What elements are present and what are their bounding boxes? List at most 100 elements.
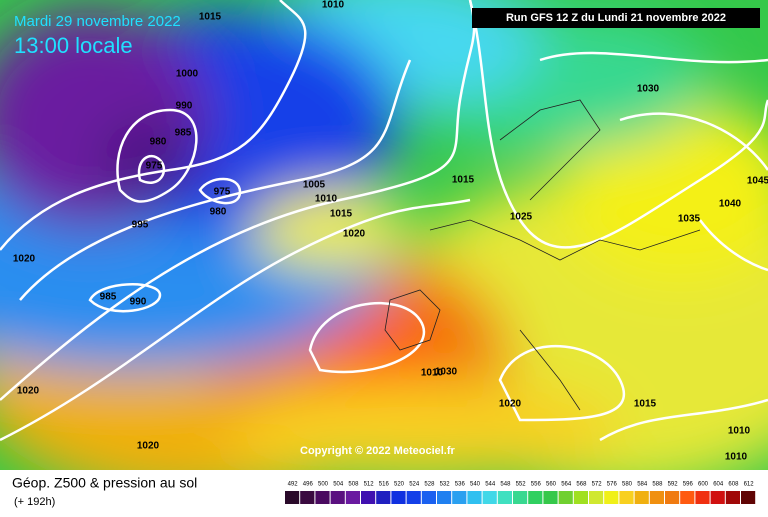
field: [0, 0, 768, 500]
isobar-label: 1020: [343, 229, 366, 240]
colorbar-swatch: [649, 491, 664, 504]
isobar-label: 1020: [17, 386, 40, 397]
colorbar-label: 516: [379, 482, 390, 488]
colorbar-swatch: [361, 491, 376, 504]
isobar-label: 1000: [176, 69, 199, 80]
colorbar-swatch: [421, 491, 436, 504]
isobars: [0, 0, 768, 442]
colorbar-swatch: [437, 491, 452, 504]
colorbar-label: 592: [668, 482, 679, 488]
colorbar-swatch: [665, 491, 680, 504]
isobar-label: 980: [210, 207, 227, 218]
colorbar-label: 540: [470, 482, 481, 488]
coastlines: [384, 99, 701, 411]
isobar-label: 985: [100, 292, 117, 303]
colorbar-swatch: [482, 491, 497, 504]
colorbar-swatch: [315, 491, 330, 504]
colorbar-swatch: [391, 491, 406, 504]
isobar-label: 975: [146, 161, 163, 172]
colorbar-label: 564: [561, 482, 572, 488]
colorbar-label: 500: [318, 482, 329, 488]
isobar-label: 1015: [330, 209, 353, 220]
date: Mardi 29 novembre 2022: [14, 13, 181, 30]
colorbar-swatch: [558, 491, 573, 504]
colorbar-label: 524: [409, 482, 420, 488]
colorbar-label: 588: [652, 482, 663, 488]
isobar-label: 1005: [303, 180, 326, 191]
isobar-label: 1035: [678, 214, 701, 225]
isobar-label: 1025: [510, 212, 533, 223]
colorbar-swatch: [376, 491, 391, 504]
colorbar-label: 532: [440, 482, 451, 488]
colorbar-label: 604: [713, 482, 724, 488]
colorbar-label: 608: [728, 482, 739, 488]
isobar-label: 1030: [435, 367, 458, 378]
isobar-label: 1010: [728, 426, 751, 437]
colorbar-label: 580: [622, 482, 633, 488]
colorbar-swatch: [330, 491, 345, 504]
colorbar-label: 600: [698, 482, 709, 488]
copyright: Copyright © 2022 Meteociel.fr: [300, 445, 456, 457]
colorbar-swatch: [634, 491, 649, 504]
isobar-label: 1045: [747, 176, 768, 187]
colorbar-swatch: [573, 491, 588, 504]
isobar-label: 995: [132, 220, 149, 231]
colorbar-swatch: [406, 491, 421, 504]
colorbar-swatch: [604, 491, 619, 504]
isobar-label: 1010: [315, 194, 338, 205]
colorbar-label: 492: [288, 482, 299, 488]
colorbar-swatch: [497, 491, 512, 504]
isobar-label: 1030: [637, 84, 660, 95]
colorbar-label: 568: [576, 482, 587, 488]
footer-title: Géop. Z500 & pression au sol: [12, 475, 197, 491]
run-box: [472, 8, 760, 28]
colorbar: 492 496 500 504 508 512 516 520 524 528 532 536 540 5…: [285, 482, 756, 504]
colorbar-label: 520: [394, 482, 405, 488]
colorbar-swatch: [300, 491, 315, 504]
isobar-labels: 1015 1010 1000 990 985 980 975 975 980 995 1020 985…: [13, 0, 768, 463]
colorbar-label: 572: [592, 482, 603, 488]
colorbar-label: 552: [516, 482, 527, 488]
colorbar-label: 612: [744, 482, 755, 488]
colorbar-label: 548: [500, 482, 511, 488]
colorbar-swatch: [710, 491, 725, 504]
colorbar-swatch: [543, 491, 558, 504]
colorbar-label: 576: [607, 482, 618, 488]
colorbar-swatch: [741, 491, 756, 504]
isobar-label: 1010: [421, 368, 444, 379]
colorbar-label: 496: [303, 482, 314, 488]
colorbar-label: 560: [546, 482, 557, 488]
isobar-label: 1015: [199, 12, 222, 23]
isobar-label: 1010: [725, 452, 748, 463]
isobar-label: 1020: [499, 399, 522, 410]
colorbar-swatch: [680, 491, 695, 504]
colorbar-label: 512: [364, 482, 375, 488]
isobar-label: 980: [150, 137, 167, 148]
colorbar-swatch: [513, 491, 528, 504]
colorbar-swatch: [528, 491, 543, 504]
time: 13:00 locale: [14, 33, 133, 58]
colorbar-label: 528: [424, 482, 435, 488]
colorbar-label: 508: [348, 482, 359, 488]
colorbar-swatch: [619, 491, 634, 504]
isobar-label: 985: [175, 128, 192, 139]
footer-lead: (+ 192h): [14, 496, 55, 508]
isobar-label: 990: [130, 297, 147, 308]
isobar-label: 1020: [137, 441, 160, 452]
colorbar-label: 536: [455, 482, 466, 488]
colorbar-swatch: [725, 491, 740, 504]
isobar-label: 1015: [634, 399, 657, 410]
isobar-label: 1015: [452, 175, 475, 186]
isobar-label: 990: [176, 101, 193, 112]
isobar-label: 1010: [322, 0, 345, 11]
colorbar-swatch: [467, 491, 482, 504]
isobar-label: 975: [214, 187, 231, 198]
colorbar-label: 544: [485, 482, 496, 488]
colorbar-swatch: [285, 491, 300, 504]
colorbar-swatch: [695, 491, 710, 504]
colorbar-swatch: [589, 491, 604, 504]
colorbar-label: 556: [531, 482, 542, 488]
isobar-label: 1020: [13, 254, 36, 265]
colorbar-swatch: [345, 491, 360, 504]
